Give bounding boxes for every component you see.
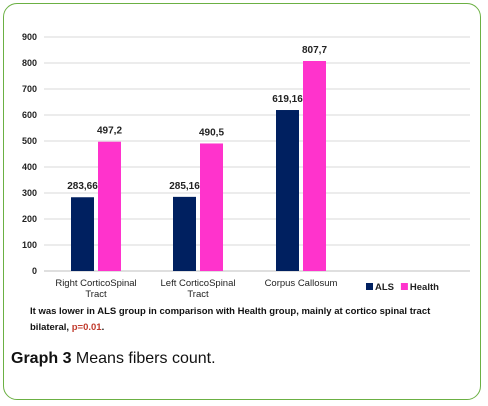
x-tick-label: Left CorticoSpinal <box>161 278 236 289</box>
y-tick-label: 400 <box>22 162 37 172</box>
y-tick-label: 500 <box>22 136 37 146</box>
data-label: 807,7 <box>302 45 327 56</box>
chart-note: It was lower in ALS group in comparison … <box>30 304 470 336</box>
y-tick-label: 100 <box>22 240 37 250</box>
bar-health <box>200 143 223 271</box>
figure-caption: Graph 3 Means fibers count. <box>11 350 216 368</box>
bar-als <box>71 197 94 271</box>
legend-swatch <box>366 283 373 290</box>
x-tick-label: Tract <box>187 289 209 300</box>
bar-als <box>276 110 299 271</box>
x-tick-label: Right CorticoSpinal <box>55 278 136 289</box>
bar-health <box>98 141 121 271</box>
y-tick-label: 0 <box>32 266 37 276</box>
data-label: 619,16 <box>272 94 303 105</box>
y-tick-label: 900 <box>22 32 37 42</box>
y-tick-label: 200 <box>22 214 37 224</box>
y-tick-label: 600 <box>22 110 37 120</box>
x-tick-label: Corpus Callosum <box>265 278 338 289</box>
caption-label: Graph 3 <box>11 350 72 367</box>
bar-chart: 0 100 200 300 400 500 600 700 800 900 283,66 497,2 R… <box>22 32 470 300</box>
x-tick-label: Tract <box>85 289 107 300</box>
note-text: It was lower in ALS group in comparison … <box>30 306 431 333</box>
legend-swatch <box>400 283 408 290</box>
data-label: 283,66 <box>67 181 98 192</box>
note-end: . <box>101 322 105 333</box>
y-tick-label: 700 <box>22 84 37 94</box>
note-pvalue: p=0.01 <box>71 322 102 333</box>
legend-label: ALS <box>375 282 394 293</box>
y-tick-label: 300 <box>22 188 37 198</box>
bar-health <box>303 60 326 271</box>
data-label: 490,5 <box>199 127 224 138</box>
legend-label: Health <box>410 282 439 293</box>
y-tick-label: 800 <box>22 58 37 68</box>
data-label: 497,2 <box>97 126 122 137</box>
data-label: 285,16 <box>169 181 200 192</box>
caption-text: Means fibers count. <box>71 350 216 367</box>
bar-als <box>173 196 196 271</box>
